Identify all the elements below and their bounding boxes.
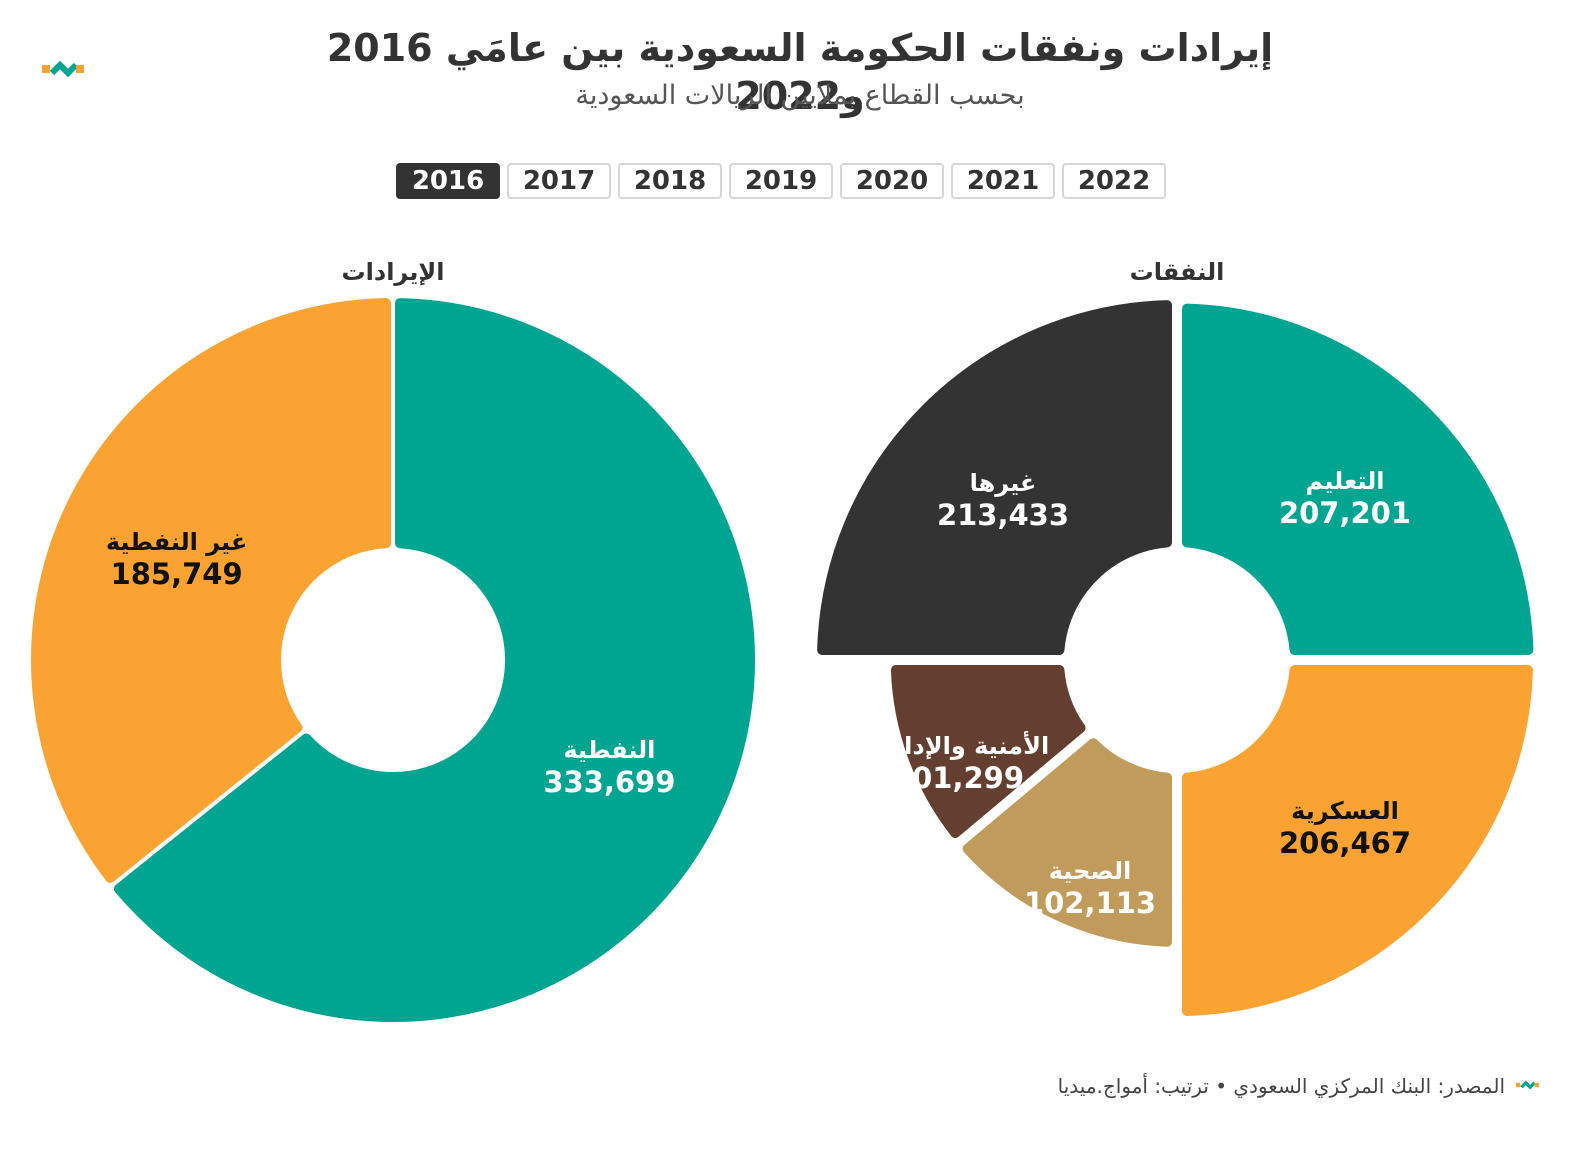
chart-subtitle: بحسب القطاع بملايين الريالات السعودية bbox=[575, 80, 1025, 111]
year-tab-2017[interactable]: 2017 bbox=[507, 163, 611, 199]
slice-label: الأمنية والإدارية bbox=[867, 731, 1049, 760]
slice-value: 333,699 bbox=[543, 765, 675, 799]
slice-value: 207,201 bbox=[1279, 496, 1411, 530]
year-tab-2021[interactable]: 2021 bbox=[951, 163, 1055, 199]
year-selector: 2016 2017 2018 2019 2020 2021 2022 bbox=[396, 163, 1185, 201]
slice-label: غيرها bbox=[970, 469, 1037, 497]
slice-value: 206,467 bbox=[1279, 826, 1411, 860]
slice-label: التعليم bbox=[1306, 467, 1385, 495]
year-tab-2018[interactable]: 2018 bbox=[618, 163, 722, 199]
year-tab-2019[interactable]: 2019 bbox=[729, 163, 833, 199]
panel-title: الإيرادات bbox=[342, 258, 445, 286]
source-note: المصدر: البنك المركزي السعودي • ترتيب: أ… bbox=[1057, 1074, 1505, 1098]
slice-0[interactable] bbox=[113, 298, 755, 1022]
brand-logo-icon bbox=[42, 60, 84, 78]
year-tab-2022[interactable]: 2022 bbox=[1062, 163, 1166, 199]
slice-1[interactable] bbox=[31, 298, 391, 883]
slice-2[interactable] bbox=[962, 738, 1173, 947]
slice-label: العسكرية bbox=[1291, 797, 1399, 825]
slice-0[interactable] bbox=[1181, 303, 1534, 656]
panel-title: النفقات bbox=[1130, 258, 1225, 286]
chart-title: إيرادات ونفقات الحكومة السعودية بين عامَ… bbox=[326, 26, 1274, 118]
footer-logo-icon bbox=[1516, 1080, 1539, 1090]
slice-label: النفطية bbox=[563, 736, 655, 764]
slice-label: غير النفطية bbox=[106, 528, 248, 556]
slice-4[interactable] bbox=[817, 300, 1173, 656]
slice-value: 102,113 bbox=[1024, 886, 1156, 920]
slice-value: 101,299 bbox=[892, 761, 1024, 795]
slice-3[interactable] bbox=[890, 664, 1086, 839]
year-tab-2016[interactable]: 2016 bbox=[396, 163, 500, 199]
year-tab-2020[interactable]: 2020 bbox=[840, 163, 944, 199]
slice-value: 185,749 bbox=[111, 557, 243, 591]
slice-value: 213,433 bbox=[937, 498, 1069, 532]
slice-label: الصحية bbox=[1049, 857, 1132, 885]
slice-1[interactable] bbox=[1181, 664, 1533, 1016]
